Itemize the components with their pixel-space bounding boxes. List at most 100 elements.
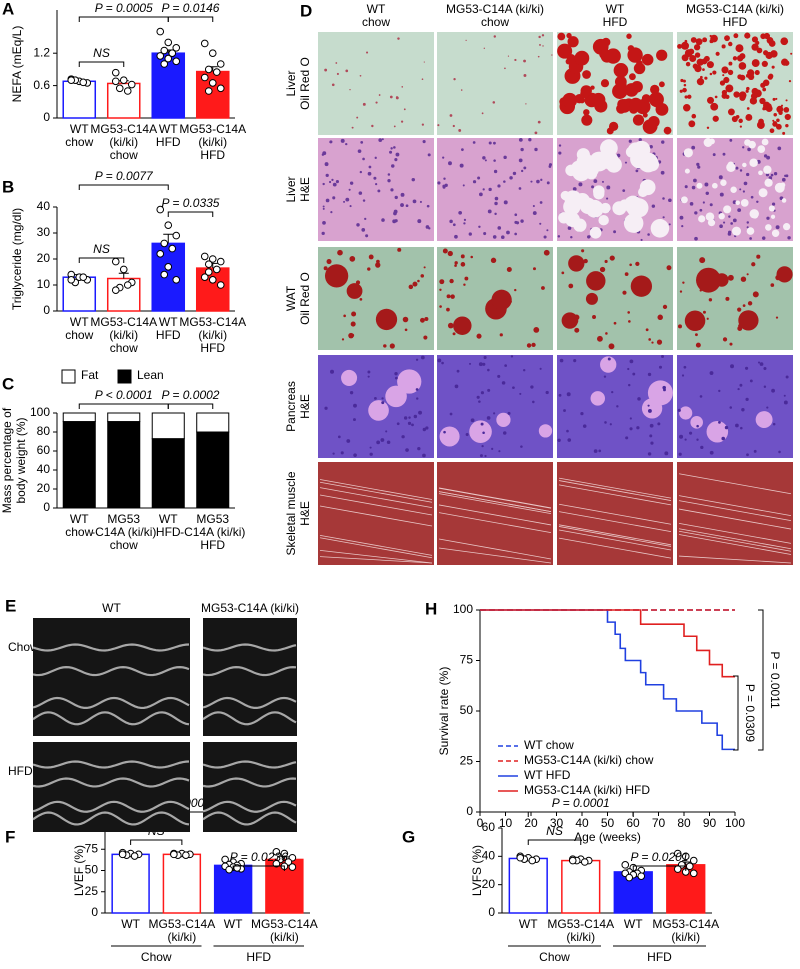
tissue-feature bbox=[608, 121, 619, 131]
tissue-feature bbox=[593, 188, 605, 200]
micrograph bbox=[437, 138, 553, 241]
tissue-feature bbox=[683, 104, 691, 112]
tissue-feature bbox=[748, 140, 756, 149]
significance-label: P = 0.0002 bbox=[162, 388, 220, 402]
data-point bbox=[625, 873, 634, 882]
tissue-feature bbox=[698, 215, 706, 223]
tissue-feature bbox=[770, 173, 774, 177]
tissue-feature bbox=[465, 433, 469, 437]
data-point bbox=[119, 76, 128, 84]
tissue-feature bbox=[591, 185, 595, 189]
bar-segment bbox=[62, 421, 96, 509]
tissue-feature bbox=[453, 316, 472, 335]
tissue-feature bbox=[394, 195, 398, 200]
tissue-feature bbox=[523, 59, 526, 63]
tissue-feature bbox=[541, 34, 545, 37]
x-tick-label: (ki/ki) bbox=[566, 930, 595, 944]
row-label: WAT bbox=[284, 285, 298, 311]
echo-image bbox=[203, 742, 297, 832]
significance-bracket bbox=[78, 403, 169, 409]
tissue-feature bbox=[658, 110, 664, 116]
tissue-feature bbox=[353, 403, 357, 408]
micrograph bbox=[677, 32, 793, 135]
tissue-feature bbox=[662, 385, 666, 390]
tissue-feature bbox=[609, 423, 612, 426]
tissue-feature bbox=[394, 158, 398, 162]
tissue-feature bbox=[699, 257, 706, 264]
muscle-fiber bbox=[438, 547, 552, 564]
x-tick-label: WT bbox=[70, 512, 89, 526]
tissue-feature bbox=[679, 89, 683, 93]
significance-bracket bbox=[78, 257, 125, 263]
column-header: MG53-C14A (ki/ki) bbox=[446, 2, 544, 16]
y-tick-label: 20 bbox=[482, 877, 496, 891]
echo-trace bbox=[202, 696, 297, 710]
tissue-feature bbox=[328, 180, 332, 184]
tissue-feature bbox=[557, 43, 573, 59]
data-point bbox=[673, 849, 682, 858]
y-tick-label: 80 bbox=[37, 424, 51, 438]
tissue-feature bbox=[684, 95, 688, 99]
column-header: chow bbox=[481, 15, 509, 29]
y-tick-label: 50 bbox=[460, 703, 474, 717]
tissue-feature bbox=[650, 441, 654, 445]
tissue-feature bbox=[350, 321, 356, 327]
data-point bbox=[160, 270, 169, 279]
tissue-feature bbox=[771, 65, 775, 69]
column-header: WT bbox=[606, 2, 625, 16]
tissue-feature bbox=[696, 78, 705, 86]
tissue-feature bbox=[546, 229, 549, 232]
tissue-feature bbox=[349, 205, 352, 208]
tissue-feature bbox=[518, 187, 522, 190]
tissue-feature bbox=[337, 435, 341, 439]
tissue-feature bbox=[395, 96, 399, 100]
tissue-feature bbox=[709, 34, 712, 38]
tissue-feature bbox=[683, 79, 686, 83]
x-tick-label: 20 bbox=[524, 816, 538, 830]
tissue-feature bbox=[742, 146, 745, 149]
tissue-feature bbox=[488, 187, 492, 192]
significance-bracket bbox=[78, 184, 169, 190]
data-point bbox=[216, 84, 225, 93]
micrograph bbox=[677, 138, 793, 241]
tissue-feature bbox=[407, 421, 412, 426]
tissue-feature bbox=[376, 440, 381, 445]
tissue-feature bbox=[395, 152, 400, 157]
tissue-feature bbox=[642, 119, 658, 134]
tissue-feature bbox=[441, 361, 444, 365]
tissue-feature bbox=[418, 410, 423, 415]
tissue-feature bbox=[490, 257, 497, 264]
tissue-feature bbox=[345, 69, 349, 73]
data-point bbox=[111, 286, 120, 295]
tissue-feature bbox=[423, 335, 428, 340]
bar-segment bbox=[151, 438, 185, 509]
tissue-feature bbox=[706, 126, 710, 130]
row-label: H&E bbox=[298, 177, 312, 202]
tissue-feature bbox=[706, 61, 714, 69]
tissue-feature bbox=[364, 217, 367, 221]
tissue-feature bbox=[775, 225, 780, 230]
row-label: Pancreas bbox=[284, 381, 298, 432]
tissue-feature bbox=[705, 212, 715, 221]
tissue-feature bbox=[712, 182, 718, 189]
muscle-fiber bbox=[558, 477, 672, 499]
tissue-feature bbox=[628, 383, 631, 387]
tissue-feature bbox=[341, 338, 345, 341]
tissue-feature bbox=[677, 408, 681, 412]
y-tick-label: 0 bbox=[488, 905, 495, 919]
x-tick-label: 100 bbox=[725, 816, 745, 830]
tissue-feature bbox=[694, 64, 702, 73]
row-label: HFD bbox=[8, 764, 33, 778]
x-tick-label: 30 bbox=[550, 816, 564, 830]
micrograph bbox=[437, 247, 553, 350]
tissue-feature bbox=[745, 397, 749, 402]
tissue-feature bbox=[638, 138, 642, 142]
tissue-feature bbox=[504, 67, 506, 70]
tissue-feature bbox=[452, 223, 456, 227]
tissue-feature bbox=[782, 131, 786, 135]
tissue-feature bbox=[417, 219, 422, 224]
tissue-feature bbox=[624, 272, 629, 277]
tissue-feature bbox=[712, 115, 719, 122]
tissue-feature bbox=[590, 391, 605, 406]
